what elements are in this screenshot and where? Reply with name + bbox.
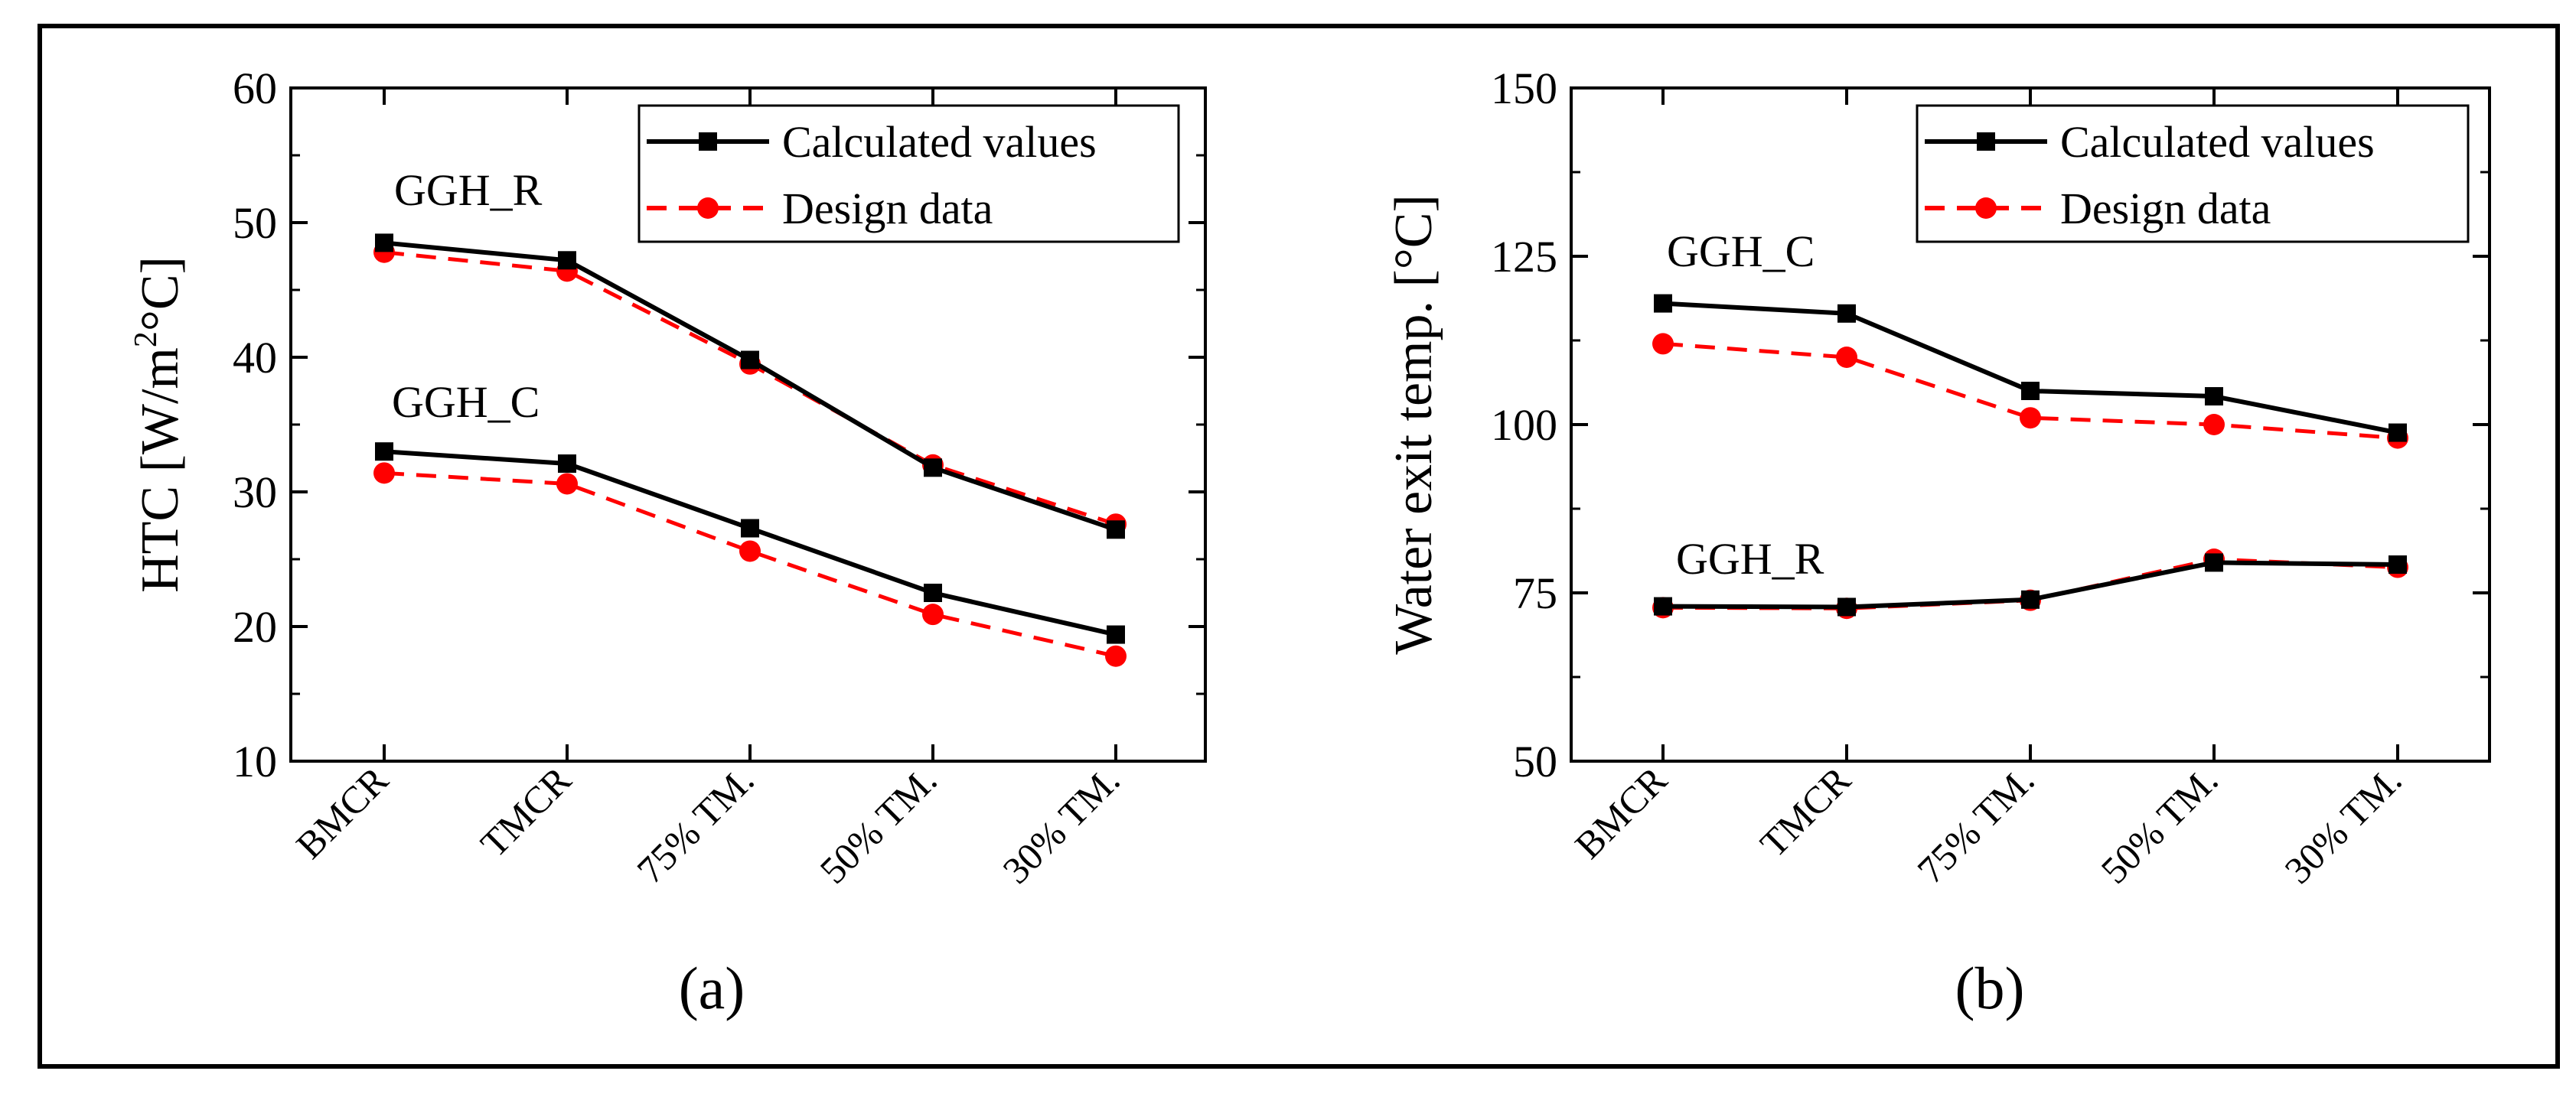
y-axis-title-a: HTC [W/m2°C]: [129, 256, 190, 593]
data-point-calculated: [1654, 597, 1672, 616]
series-layer-a: [373, 233, 1127, 667]
series-line: [383, 470, 1117, 659]
data-point-calculated: [1107, 625, 1125, 644]
data-point-calculated: [741, 519, 759, 538]
data-point-calculated: [375, 233, 393, 252]
data-point-calculated: [558, 454, 576, 474]
legend-label-design-b: Design data: [2060, 184, 2271, 233]
legend-label-calculated-b: Calculated values: [2060, 117, 2375, 167]
x-axis-ticks-b: [1661, 88, 2399, 761]
legend-b: Calculated values Design data: [1916, 104, 2470, 243]
x-tick-label: 75% TM.: [1909, 758, 2042, 891]
y-tick-label: 50: [233, 198, 277, 248]
y-tick-label: 30: [233, 467, 277, 517]
legend-label-design-a: Design data: [782, 184, 993, 233]
x-tick-label: 75% TM.: [628, 758, 761, 891]
legend-label-calculated-a: Calculated values: [782, 117, 1097, 167]
plot-area-a: [289, 86, 1207, 763]
x-tick-label: 30% TM.: [994, 758, 1127, 891]
data-point-design: [922, 604, 944, 626]
data-point-calculated: [924, 584, 942, 602]
x-tick-label: TMCR: [472, 758, 579, 865]
legend-marker-calculated-a: [699, 132, 717, 151]
y-tick-label: 40: [233, 333, 277, 382]
data-point-design: [556, 473, 578, 495]
x-tick-label: 30% TM.: [2276, 758, 2409, 891]
data-point-design: [1652, 333, 1674, 355]
legend-marker-design-b: [1975, 197, 1997, 219]
panel-label-a: (a): [679, 955, 745, 1021]
legend-box-a: [637, 104, 1180, 243]
data-point-calculated: [924, 458, 942, 477]
y-tick-labels-b: 50 75 100 125 150: [1491, 63, 1557, 786]
data-point-design: [2020, 407, 2041, 429]
y-tick-label: 50: [1513, 737, 1557, 786]
y-tick-label: 75: [1513, 568, 1557, 618]
annotation-ggh-c-b: GGH_C: [1667, 226, 1815, 276]
x-tick-label: TMCR: [1752, 758, 1859, 865]
legend-marker-design-a: [697, 197, 719, 219]
x-tick-label: BMCR: [288, 758, 396, 867]
chart-panel-a: 10 20 30 40 50 60 BMCR TMCR 75% TM. 50% TM. 30% T…: [129, 63, 1207, 1021]
annotation-ggh-c-a: GGH_C: [392, 377, 540, 427]
data-point-design: [1836, 347, 1857, 368]
y-tick-label: 60: [233, 63, 277, 113]
plot-area-b: [1570, 86, 2491, 763]
data-point-calculated: [558, 251, 576, 270]
y-tick-label: 125: [1491, 232, 1557, 282]
y-tick-label: 10: [233, 737, 277, 786]
y-tick-label: 20: [233, 602, 277, 652]
panel-label-b: (b): [1955, 955, 2025, 1021]
legend-marker-calculated-b: [1977, 132, 1995, 151]
outer-frame: [37, 24, 2560, 1069]
data-point-calculated: [2389, 423, 2407, 442]
y-tick-label: 150: [1491, 63, 1557, 113]
chart-panel-b: 50 75 100 125 150 BMCR TMCR 75% TM. 50% TM. 30% …: [1384, 63, 2491, 1021]
series-line: [1662, 341, 2398, 441]
x-tick-label: BMCR: [1567, 758, 1675, 867]
y-tick-label: 100: [1491, 400, 1557, 450]
data-point-calculated: [741, 350, 759, 369]
data-point-calculated: [1837, 304, 1856, 323]
data-point-calculated: [375, 442, 393, 461]
data-point-design: [373, 462, 395, 484]
data-point-calculated: [1107, 520, 1125, 539]
series-layer-b: [1652, 294, 2408, 620]
y-axis-title-b: Water exit temp. [°C]: [1384, 194, 1443, 655]
annotation-ggh-r-b: GGH_R: [1676, 534, 1824, 584]
data-point-calculated: [2021, 590, 2040, 609]
data-point-design: [2203, 414, 2225, 435]
data-point-design: [1105, 645, 1127, 667]
data-point-calculated: [2389, 555, 2407, 575]
x-tick-labels-a: BMCR TMCR 75% TM. 50% TM. 30% TM.: [288, 758, 1128, 892]
data-point-calculated: [1654, 294, 1672, 313]
x-axis-ticks-a: [383, 88, 1117, 761]
data-point-calculated: [2205, 387, 2223, 406]
data-point-calculated: [2021, 382, 2040, 400]
data-point-design: [739, 540, 761, 562]
x-tick-label: 50% TM.: [811, 758, 944, 891]
y-tick-labels-a: 10 20 30 40 50 60: [233, 63, 277, 786]
data-point-calculated: [2205, 553, 2223, 572]
annotation-ggh-r-a: GGH_R: [394, 165, 543, 215]
data-point-calculated: [1837, 597, 1856, 617]
x-tick-label: 50% TM.: [2092, 758, 2225, 891]
legend-box-b: [1916, 104, 2470, 243]
legend-a: Calculated values Design data: [637, 104, 1180, 243]
x-tick-labels-b: BMCR TMCR 75% TM. 50% TM. 30% TM.: [1567, 758, 2410, 892]
